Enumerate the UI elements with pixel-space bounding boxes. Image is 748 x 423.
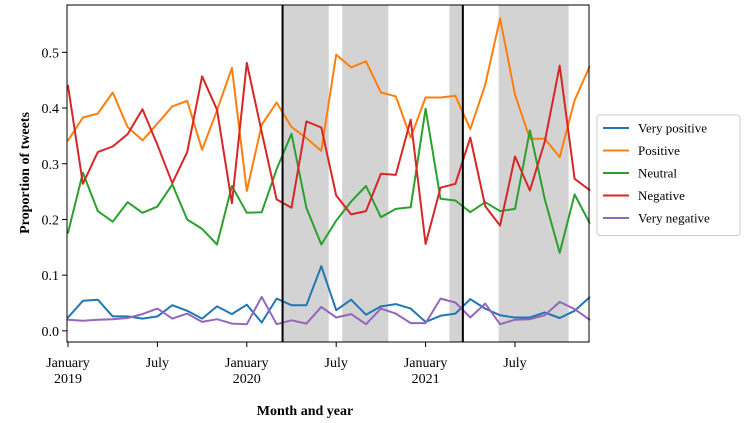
x-tick-label: 2019: [54, 372, 82, 387]
y-axis-title: Proportion of tweets: [18, 112, 33, 234]
shaded-period-3: [449, 5, 463, 342]
event-lines: [281, 5, 464, 342]
shaded-period-4: [498, 5, 569, 342]
plot-frame: [66, 4, 590, 343]
y-tick-label: 0.0: [42, 325, 60, 340]
x-axis-title: Month and year: [257, 404, 353, 419]
legend-label: Negative: [638, 188, 685, 203]
legend-label: Very negative: [638, 211, 710, 226]
legend-label: Positive: [638, 143, 680, 158]
y-tick-label: 0.1: [42, 269, 60, 284]
legend-box: [596, 114, 741, 236]
legend-label: Very positive: [638, 121, 707, 136]
y-tick-label: 0.4: [42, 102, 60, 117]
x-tick-label: July: [146, 356, 169, 371]
data-series: [67, 17, 591, 326]
legend-label: Neutral: [638, 166, 677, 181]
series-line-very-negative: [67, 295, 591, 326]
series-line-negative: [67, 61, 591, 245]
y-tick-label: 0.3: [42, 158, 60, 173]
x-tick-label: January: [46, 356, 90, 371]
y-tick-label: 0.5: [42, 46, 60, 61]
legend: Very positive Positive Neutral Negative Very…: [596, 114, 741, 236]
series-line-very-positive: [67, 265, 591, 324]
shaded-period-1: [282, 5, 329, 342]
x-tick-label: 2021: [412, 372, 440, 387]
y-tick-label: 0.2: [42, 213, 60, 228]
x-tick-label: 2020: [233, 372, 261, 387]
x-tick-label: July: [503, 356, 526, 371]
x-tick-label: July: [325, 356, 348, 371]
x-tick-label: January: [225, 356, 269, 371]
x-tick-label: January: [404, 356, 448, 371]
shaded-periods: [282, 5, 569, 342]
axis-ticks: [62, 51, 516, 347]
series-line-positive: [67, 17, 591, 192]
